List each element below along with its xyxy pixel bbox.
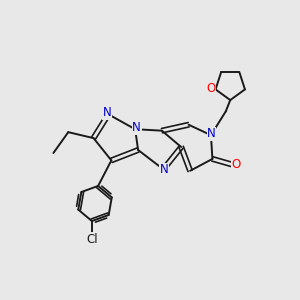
Text: O: O: [232, 158, 241, 171]
Text: O: O: [206, 82, 216, 95]
Text: N: N: [160, 164, 168, 176]
Text: Cl: Cl: [86, 233, 98, 246]
Text: N: N: [103, 106, 111, 119]
Text: N: N: [207, 127, 216, 140]
Text: N: N: [132, 121, 141, 134]
